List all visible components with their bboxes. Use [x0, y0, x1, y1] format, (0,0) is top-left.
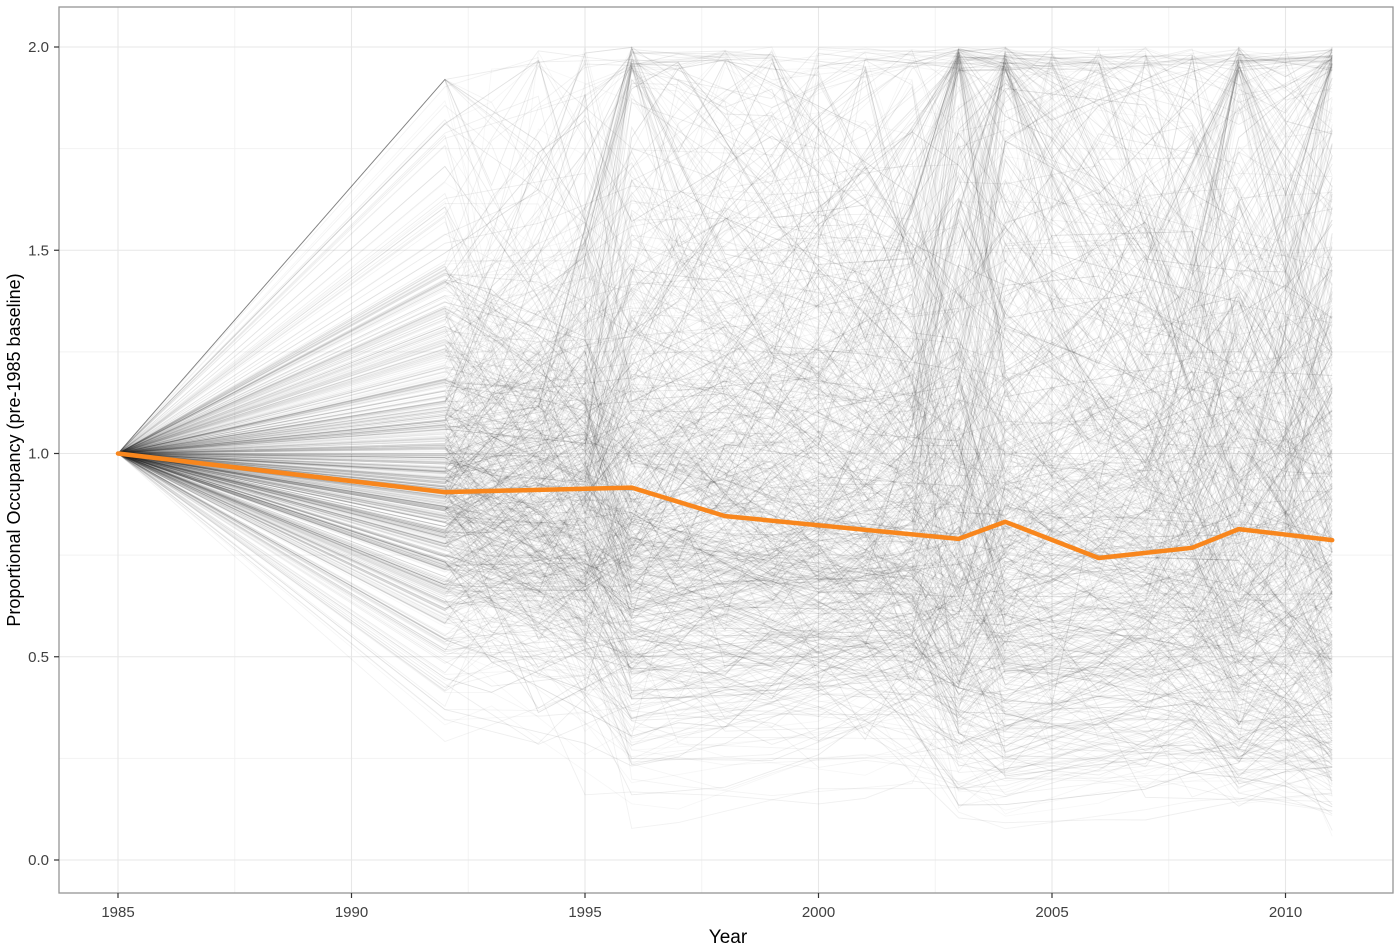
tick-label: 1985	[101, 904, 134, 921]
panel-border	[58, 6, 1394, 894]
axis-tick-labels: 1985 1990 1995 2000 2005 2010 0.0 0.5 1.0 1.5 2.0	[28, 39, 1302, 921]
grid-major-lines	[59, 7, 1393, 893]
plot-panel	[59, 7, 1393, 893]
tick-label: 1990	[335, 904, 368, 921]
tick-label: 2000	[802, 904, 835, 921]
tick-label: 2.0	[28, 39, 49, 56]
tick-label: 2010	[1269, 904, 1302, 921]
tick-label: 0.0	[28, 852, 49, 869]
tick-label: 2005	[1035, 904, 1068, 921]
mean-trajectory-line	[115, 451, 1335, 561]
x-axis-title: Year	[709, 927, 748, 948]
tick-label: 1.0	[28, 446, 49, 463]
axis-tick-marks	[54, 46, 1287, 898]
grid-minor-lines	[59, 7, 1393, 893]
tick-label: 1.5	[28, 242, 49, 259]
tick-label: 1995	[568, 904, 601, 921]
y-axis-title: Proportional Occupancy (pre-1985 baselin…	[4, 273, 24, 626]
tick-label: 0.5	[28, 649, 49, 666]
